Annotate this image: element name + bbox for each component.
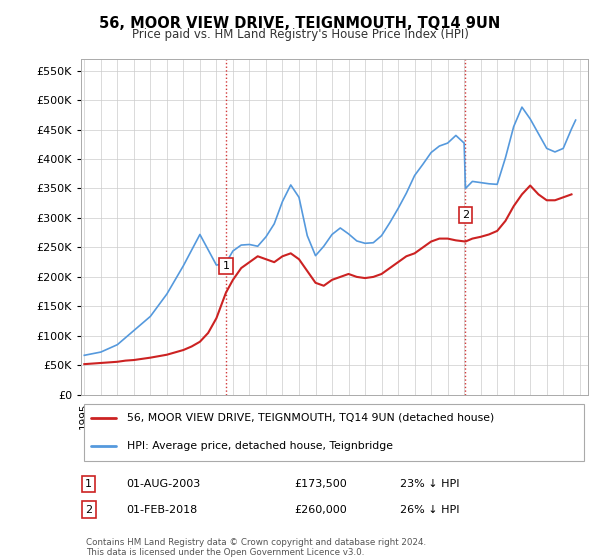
Text: 01-AUG-2003: 01-AUG-2003 — [127, 479, 201, 489]
Text: Price paid vs. HM Land Registry's House Price Index (HPI): Price paid vs. HM Land Registry's House … — [131, 28, 469, 41]
Text: 56, MOOR VIEW DRIVE, TEIGNMOUTH, TQ14 9UN: 56, MOOR VIEW DRIVE, TEIGNMOUTH, TQ14 9U… — [100, 16, 500, 31]
Text: Contains HM Land Registry data © Crown copyright and database right 2024.
This d: Contains HM Land Registry data © Crown c… — [86, 538, 426, 557]
Text: HPI: Average price, detached house, Teignbridge: HPI: Average price, detached house, Teig… — [127, 441, 392, 451]
Text: 56, MOOR VIEW DRIVE, TEIGNMOUTH, TQ14 9UN (detached house): 56, MOOR VIEW DRIVE, TEIGNMOUTH, TQ14 9U… — [127, 413, 494, 423]
FancyBboxPatch shape — [83, 404, 584, 461]
Text: £260,000: £260,000 — [294, 505, 347, 515]
Text: 2: 2 — [85, 505, 92, 515]
Text: 26% ↓ HPI: 26% ↓ HPI — [400, 505, 460, 515]
Text: 2: 2 — [462, 210, 469, 220]
Text: £173,500: £173,500 — [294, 479, 347, 489]
Text: 23% ↓ HPI: 23% ↓ HPI — [400, 479, 460, 489]
Text: 1: 1 — [85, 479, 92, 489]
Text: 1: 1 — [223, 261, 229, 271]
Text: 01-FEB-2018: 01-FEB-2018 — [127, 505, 198, 515]
